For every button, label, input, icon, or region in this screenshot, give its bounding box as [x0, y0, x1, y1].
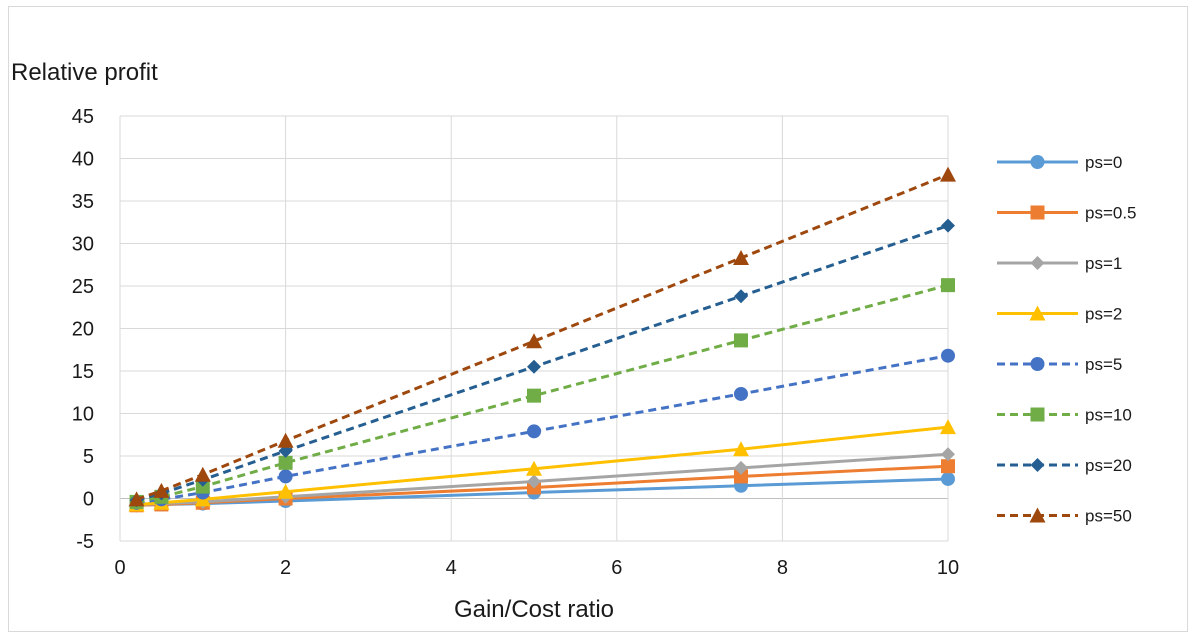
- series-line: [136, 452, 949, 506]
- legend-label: ps=50: [1085, 507, 1132, 526]
- legend-marker: [1030, 357, 1045, 371]
- series-line: [136, 224, 949, 502]
- data-point: [734, 469, 748, 484]
- y-tick-label: 5: [83, 446, 94, 468]
- y-tick-label: 25: [72, 276, 94, 298]
- data-point: [734, 460, 748, 475]
- legend-item-ps-20: ps=20: [997, 456, 1132, 475]
- y-tick-label: 10: [72, 404, 94, 426]
- legend-item-ps-0-5: ps=0.5: [997, 204, 1137, 223]
- x-tick-label: 0: [114, 557, 125, 579]
- y-tick-label: 45: [72, 106, 94, 128]
- legend-item-ps-1: ps=1: [997, 254, 1122, 273]
- x-tick-label: 8: [777, 557, 788, 579]
- series-ps-20: [129, 218, 955, 508]
- legend-label: ps=5: [1085, 355, 1122, 374]
- legend-item-ps-5: ps=5: [997, 355, 1122, 374]
- y-tick-label: 0: [83, 489, 94, 511]
- series-line: [136, 173, 949, 501]
- legend-marker: [1029, 507, 1046, 523]
- legend-item-ps-2: ps=2: [997, 305, 1122, 324]
- data-point: [277, 483, 294, 499]
- data-point: [527, 424, 541, 439]
- data-point: [941, 447, 955, 462]
- data-point: [733, 441, 749, 457]
- data-point: [527, 359, 541, 374]
- data-point: [527, 474, 541, 489]
- legend-label: ps=0: [1085, 153, 1122, 172]
- data-point: [941, 471, 955, 486]
- data-point: [941, 218, 955, 233]
- data-point: [277, 432, 294, 448]
- line-chart: -5 0 5 10 15 20 25 30 35 40 45 0 2 4 6 8 10 ps=0 ps=0.5 ps…: [11, 59, 1137, 623]
- y-tick-label: 35: [72, 191, 94, 213]
- data-point: [941, 459, 955, 474]
- data-point: [941, 278, 955, 293]
- legend-marker: [1029, 305, 1046, 321]
- series-ps-50: [128, 166, 956, 507]
- x-tick-label: 4: [446, 557, 457, 579]
- data-point: [128, 491, 145, 507]
- data-point: [526, 460, 542, 476]
- y-tick-label: 40: [72, 149, 94, 171]
- y-axis-title: Relative profit: [11, 59, 158, 86]
- legend-label: ps=20: [1085, 456, 1132, 475]
- series-ps-0: [129, 471, 955, 513]
- legend-marker: [1030, 205, 1045, 220]
- legend-item-ps-10: ps=10: [997, 406, 1132, 425]
- x-tick-label: 10: [937, 557, 959, 579]
- data-point: [940, 419, 956, 435]
- y-tick-label: 15: [72, 361, 94, 383]
- data-point: [734, 333, 748, 348]
- legend-marker: [1030, 407, 1045, 422]
- data-point: [526, 333, 542, 349]
- y-tick-label: 20: [72, 319, 94, 341]
- legend-item-ps-0: ps=0: [997, 153, 1122, 172]
- data-point: [941, 348, 955, 363]
- legend-marker: [1030, 155, 1045, 169]
- data-point: [153, 482, 170, 498]
- x-axis-title: Gain/Cost ratio: [454, 596, 614, 623]
- data-point: [734, 289, 748, 304]
- legend-label: ps=10: [1085, 406, 1132, 425]
- data-point: [733, 249, 749, 265]
- data-point: [194, 466, 211, 482]
- x-tick-label: 6: [611, 557, 622, 579]
- y-tick-label: -5: [76, 531, 94, 553]
- chart-frame: -5 0 5 10 15 20 25 30 35 40 45 0 2 4 6 8 10 ps=0 ps=0.5 ps…: [8, 6, 1188, 632]
- series-ps-10: [129, 278, 955, 509]
- legend-item-ps-50: ps=50: [997, 507, 1132, 526]
- data-point: [940, 166, 956, 182]
- legend-label: ps=2: [1085, 305, 1122, 324]
- x-tick-label: 2: [280, 557, 291, 579]
- data-point: [734, 386, 748, 401]
- legend-label: ps=1: [1085, 254, 1122, 273]
- legend-marker: [1030, 256, 1045, 270]
- data-point: [278, 469, 293, 484]
- y-tick-label: 30: [72, 234, 94, 256]
- data-point: [278, 455, 293, 470]
- data-point: [527, 388, 541, 403]
- legend-marker: [1030, 458, 1045, 472]
- legend-label: ps=0.5: [1085, 204, 1137, 223]
